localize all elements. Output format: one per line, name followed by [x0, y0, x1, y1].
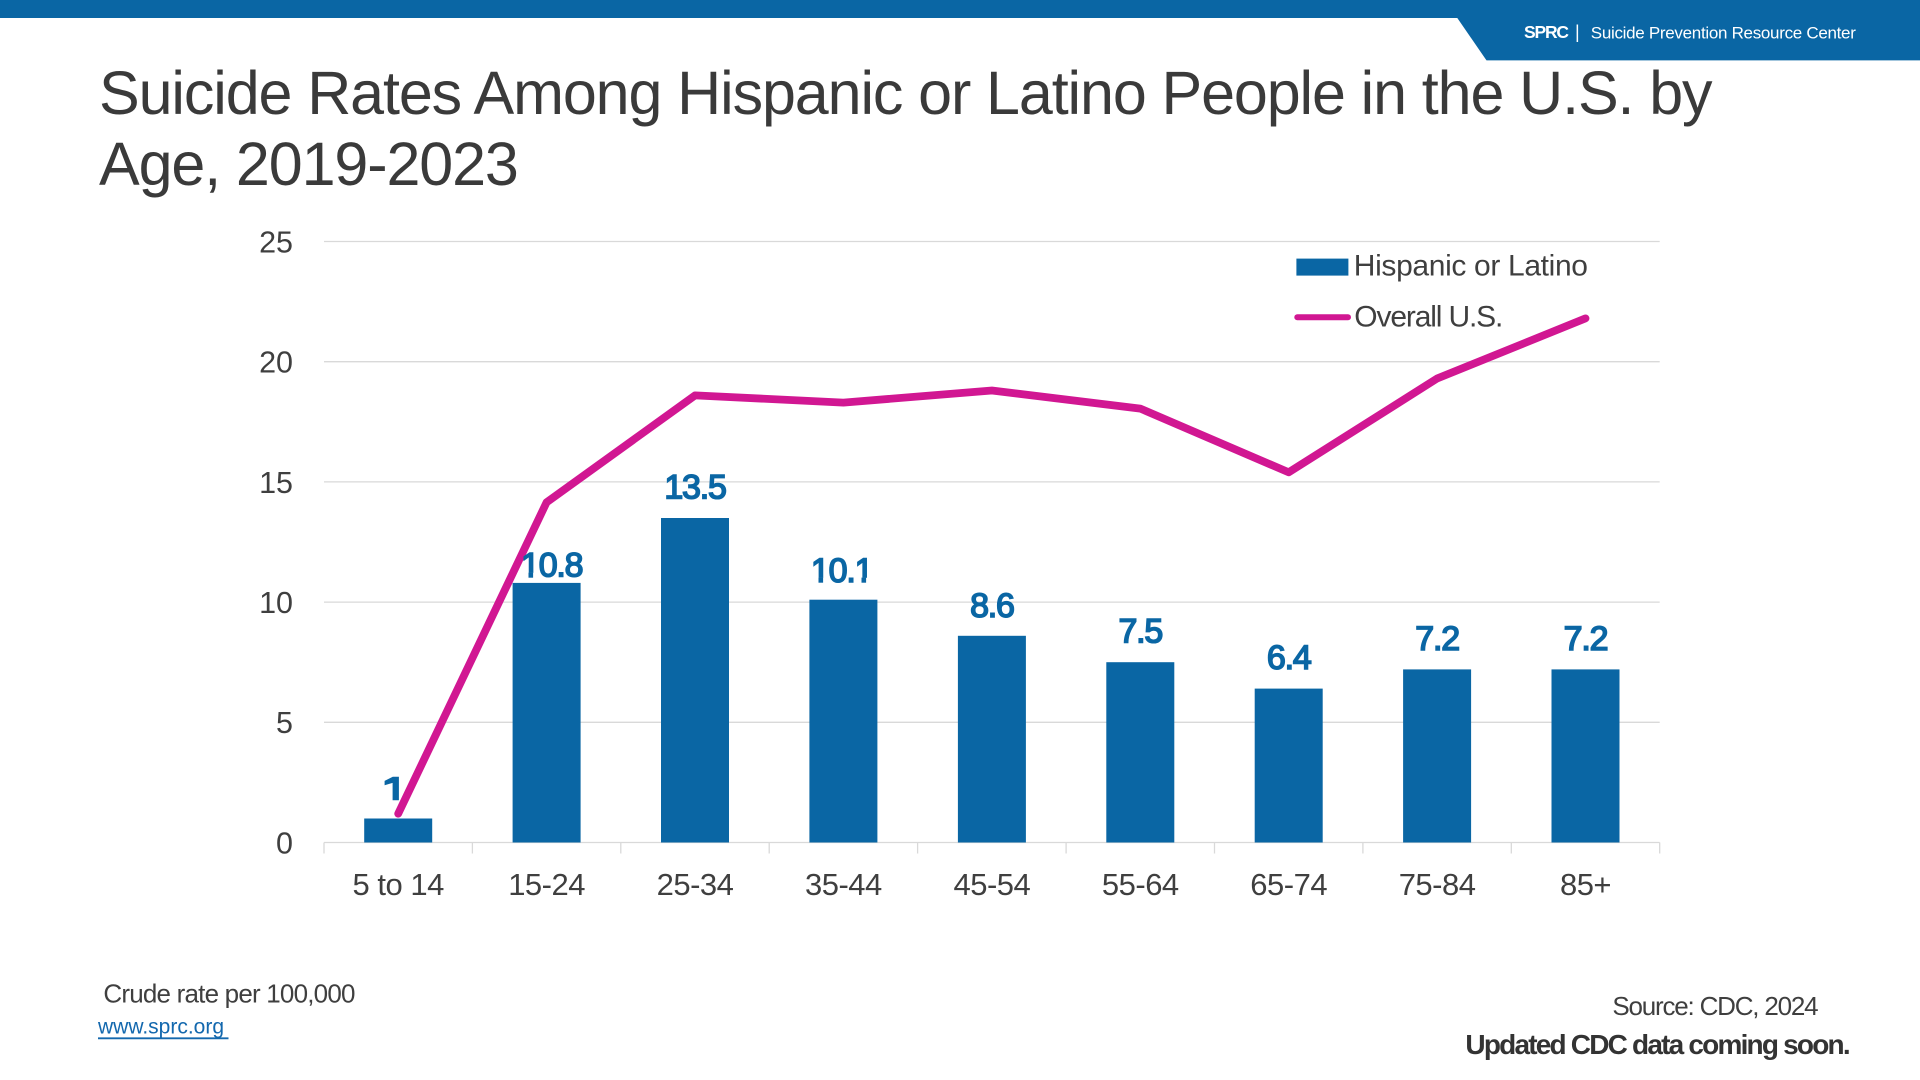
svg-text:6.4: 6.4 [1267, 639, 1311, 677]
svg-text:85+: 85+ [1560, 867, 1611, 902]
svg-text:0: 0 [276, 826, 293, 860]
svg-text:Source: CDC, 2024: Source: CDC, 2024 [1612, 991, 1818, 1021]
svg-text:Overall U.S.: Overall U.S. [1354, 301, 1502, 334]
svg-text:Updated CDC data coming soon.: Updated CDC data coming soon. [1465, 1029, 1848, 1060]
svg-text:10: 10 [259, 586, 293, 620]
svg-text:20: 20 [259, 346, 293, 380]
svg-text:45-54: 45-54 [954, 867, 1031, 902]
svg-text:Hispanic or Latino: Hispanic or Latino [1354, 250, 1588, 283]
svg-text:75-84: 75-84 [1399, 867, 1476, 902]
svg-text:13.5: 13.5 [664, 469, 726, 507]
svg-text:55-64: 55-64 [1102, 867, 1179, 902]
svg-text:Crude rate per 100,000: Crude rate per 100,000 [103, 978, 355, 1008]
svg-text:7.2: 7.2 [1415, 620, 1459, 658]
svg-text:|: | [1575, 22, 1580, 42]
svg-text:Suicide Prevention Resource Ce: Suicide Prevention Resource Center [1591, 23, 1856, 42]
svg-text:SPRC: SPRC [1524, 22, 1569, 42]
svg-text:5: 5 [276, 706, 293, 740]
svg-text:www.sprc.org: www.sprc.org [97, 1015, 224, 1038]
svg-text:35-44: 35-44 [805, 867, 882, 902]
svg-text:10.8: 10.8 [521, 547, 583, 585]
svg-text:25-34: 25-34 [657, 867, 734, 902]
svg-text:25: 25 [259, 225, 293, 259]
svg-text:65-74: 65-74 [1250, 867, 1327, 902]
svg-text:5 to 14: 5 to 14 [353, 867, 445, 902]
svg-text:7.5: 7.5 [1118, 612, 1162, 650]
svg-text:15: 15 [259, 466, 293, 500]
svg-text:8.6: 8.6 [970, 587, 1014, 625]
svg-text:15-24: 15-24 [508, 867, 585, 902]
svg-text:7.2: 7.2 [1564, 620, 1608, 658]
svg-text:10.1: 10.1 [811, 552, 873, 590]
